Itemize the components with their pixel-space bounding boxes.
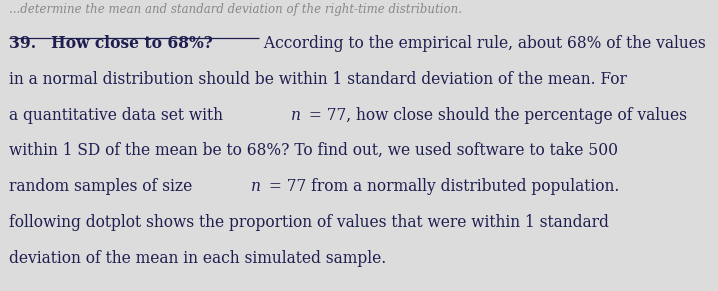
Text: = 77, how close should the percentage of values: = 77, how close should the percentage of… [304,107,687,123]
Text: 39.: 39. [9,35,41,52]
Text: How close to 68%?: How close to 68%? [50,35,213,52]
Text: n: n [251,178,261,195]
Text: in a normal distribution should be within 1 standard deviation of the mean. For: in a normal distribution should be withi… [9,71,627,88]
Text: n: n [291,107,301,123]
Text: a quantitative data set with: a quantitative data set with [9,107,228,123]
Text: deviation of the mean in each simulated sample.: deviation of the mean in each simulated … [9,250,386,267]
Text: random samples of size: random samples of size [9,178,197,195]
Text: following dotplot shows the proportion of values that were within 1 standard: following dotplot shows the proportion o… [9,214,608,231]
Text: According to the empirical rule, about 68% of the values: According to the empirical rule, about 6… [259,35,707,52]
Text: within 1 SD of the mean be to 68%? To find out, we used software to take 500: within 1 SD of the mean be to 68%? To fi… [9,142,617,159]
Text: = 77 from a normally distributed population.: = 77 from a normally distributed populat… [264,178,620,195]
Text: ...determine the mean and standard deviation of the right-time distribution.: ...determine the mean and standard devia… [9,3,462,16]
